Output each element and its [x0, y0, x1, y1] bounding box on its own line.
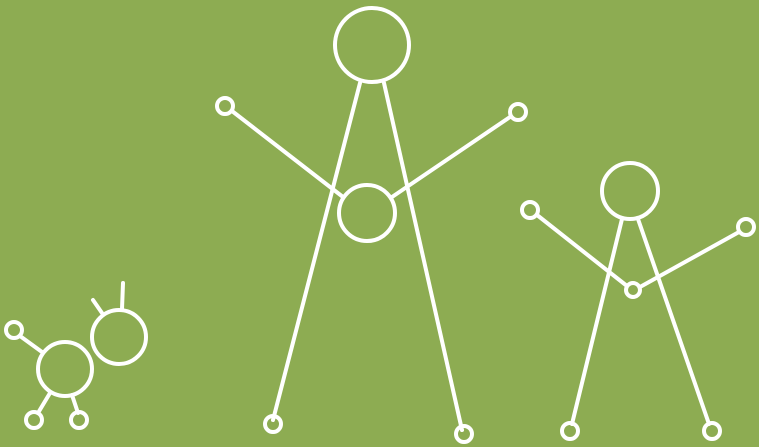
large-figure-right-leg	[382, 81, 464, 432]
creature-head	[90, 308, 148, 366]
large-figure-body	[337, 183, 397, 243]
large-figure-head	[333, 6, 411, 84]
creature-left-leg	[36, 391, 52, 415]
large-figure-right-foot	[454, 424, 474, 444]
creature-right-foot	[69, 410, 89, 430]
large-figure-right-hand	[508, 102, 528, 122]
large-stick-figure	[215, 6, 528, 444]
medium-figure-left-hand	[520, 200, 540, 220]
medium-figure-right-arm	[638, 230, 741, 289]
large-figure-left-hand	[215, 96, 235, 116]
medium-figure-right-hand	[736, 217, 756, 237]
medium-stick-figure	[520, 161, 756, 441]
large-figure-left-foot	[263, 414, 283, 434]
small-creature-figure	[4, 281, 148, 430]
medium-figure-left-arm	[535, 213, 629, 288]
creature-left-foot	[24, 410, 44, 430]
medium-figure-left-foot	[560, 421, 580, 441]
medium-figure-left-leg	[570, 217, 624, 426]
medium-figure-right-foot	[702, 421, 722, 441]
medium-figure-right-leg	[636, 217, 711, 426]
large-figure-left-leg	[271, 81, 362, 422]
medium-figure-head	[600, 161, 660, 221]
large-figure-right-arm	[390, 115, 512, 199]
medium-figure-body	[624, 281, 642, 299]
large-figure-left-arm	[230, 109, 345, 199]
creature-tail-tip	[4, 320, 24, 340]
creature-antenna-left	[91, 298, 104, 315]
creature-body	[36, 340, 94, 398]
creature-antenna-right	[120, 281, 125, 311]
creature-right-leg	[70, 393, 80, 415]
creature-tail	[18, 334, 44, 354]
